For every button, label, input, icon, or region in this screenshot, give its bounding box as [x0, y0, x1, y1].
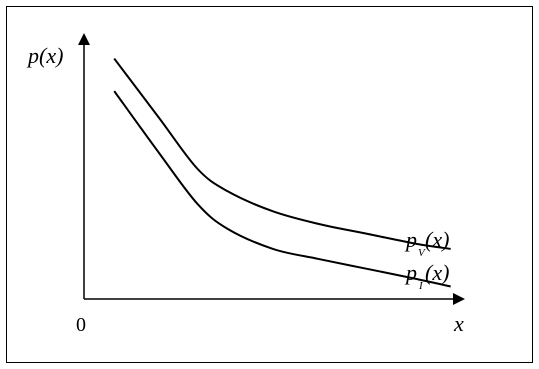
- series-label-pv-subscript: V: [418, 247, 426, 259]
- y-axis-label: p(x): [26, 43, 63, 68]
- x-axis-label: x: [453, 311, 464, 336]
- series-label-pi-arg: (x): [425, 260, 449, 285]
- series-label-pv: p V (x): [404, 227, 449, 259]
- series-group: [113, 57, 451, 288]
- series-line-i: [113, 90, 451, 288]
- series-line-v: [113, 57, 451, 250]
- series-label-pi-subscript: I: [418, 280, 424, 292]
- series-label-pi-p: p: [404, 260, 417, 285]
- series-label-pv-arg: (x): [425, 227, 449, 252]
- figure-frame: [6, 6, 533, 363]
- series-label-pv-p: p: [404, 227, 417, 252]
- series-label-pi: p I (x): [404, 260, 449, 292]
- origin-label: 0: [76, 314, 86, 336]
